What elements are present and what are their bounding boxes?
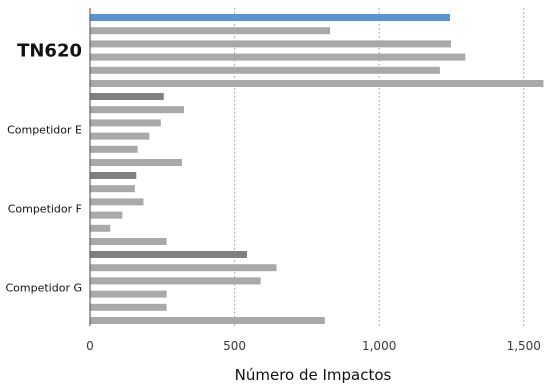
bar-competidor-g-5 (90, 303, 167, 311)
bar-competidor-f-4 (90, 211, 123, 219)
bar-competidor-e-6 (90, 159, 182, 166)
gridlines (234, 8, 525, 326)
category-label-competidor-f: Competidor F (8, 203, 82, 216)
bar-competidor-e-5 (90, 145, 138, 153)
bar-competidor-f-1 (90, 172, 137, 179)
bar-series (90, 14, 544, 324)
x-tick-label-1000: 1,000 (362, 339, 396, 353)
x-tick-label-500: 500 (223, 339, 246, 353)
category-label-competidor-e: Competidor E (7, 124, 82, 137)
bar-competidor-f-2 (90, 185, 135, 193)
bar-tn620-5 (90, 66, 440, 74)
x-tick-label-1500: 1,500 (507, 339, 541, 353)
bar-competidor-f-5 (90, 224, 111, 232)
bar-tn620-6 (90, 80, 544, 87)
bar-tn620-3 (90, 40, 451, 48)
category-labels: TN620 Competidor E Competidor F Competidor … (5, 41, 82, 295)
x-tick-label-0: 0 (86, 339, 94, 353)
bar-competidor-e-3 (90, 119, 161, 127)
bar-competidor-g-6 (90, 317, 325, 324)
bar-competidor-f-6 (90, 238, 167, 245)
bar-competidor-g-2 (90, 264, 277, 272)
bar-competidor-g-1 (90, 251, 248, 258)
bar-competidor-e-1 (90, 93, 164, 100)
bar-competidor-f-3 (90, 198, 144, 206)
bar-competidor-e-4 (90, 132, 150, 140)
x-tick-labels: 0 500 1,000 1,500 (86, 339, 541, 353)
bar-tn620-2 (90, 27, 331, 35)
bar-tn620-4 (90, 53, 466, 61)
x-axis-title: Número de Impactos (235, 366, 392, 384)
category-label-tn620: TN620 (17, 41, 82, 62)
bar-competidor-e-2 (90, 106, 184, 114)
category-label-competidor-g: Competidor G (5, 282, 82, 295)
bar-tn620-1 (90, 14, 451, 21)
bar-competidor-g-3 (90, 277, 261, 285)
bar-competidor-g-4 (90, 290, 167, 298)
